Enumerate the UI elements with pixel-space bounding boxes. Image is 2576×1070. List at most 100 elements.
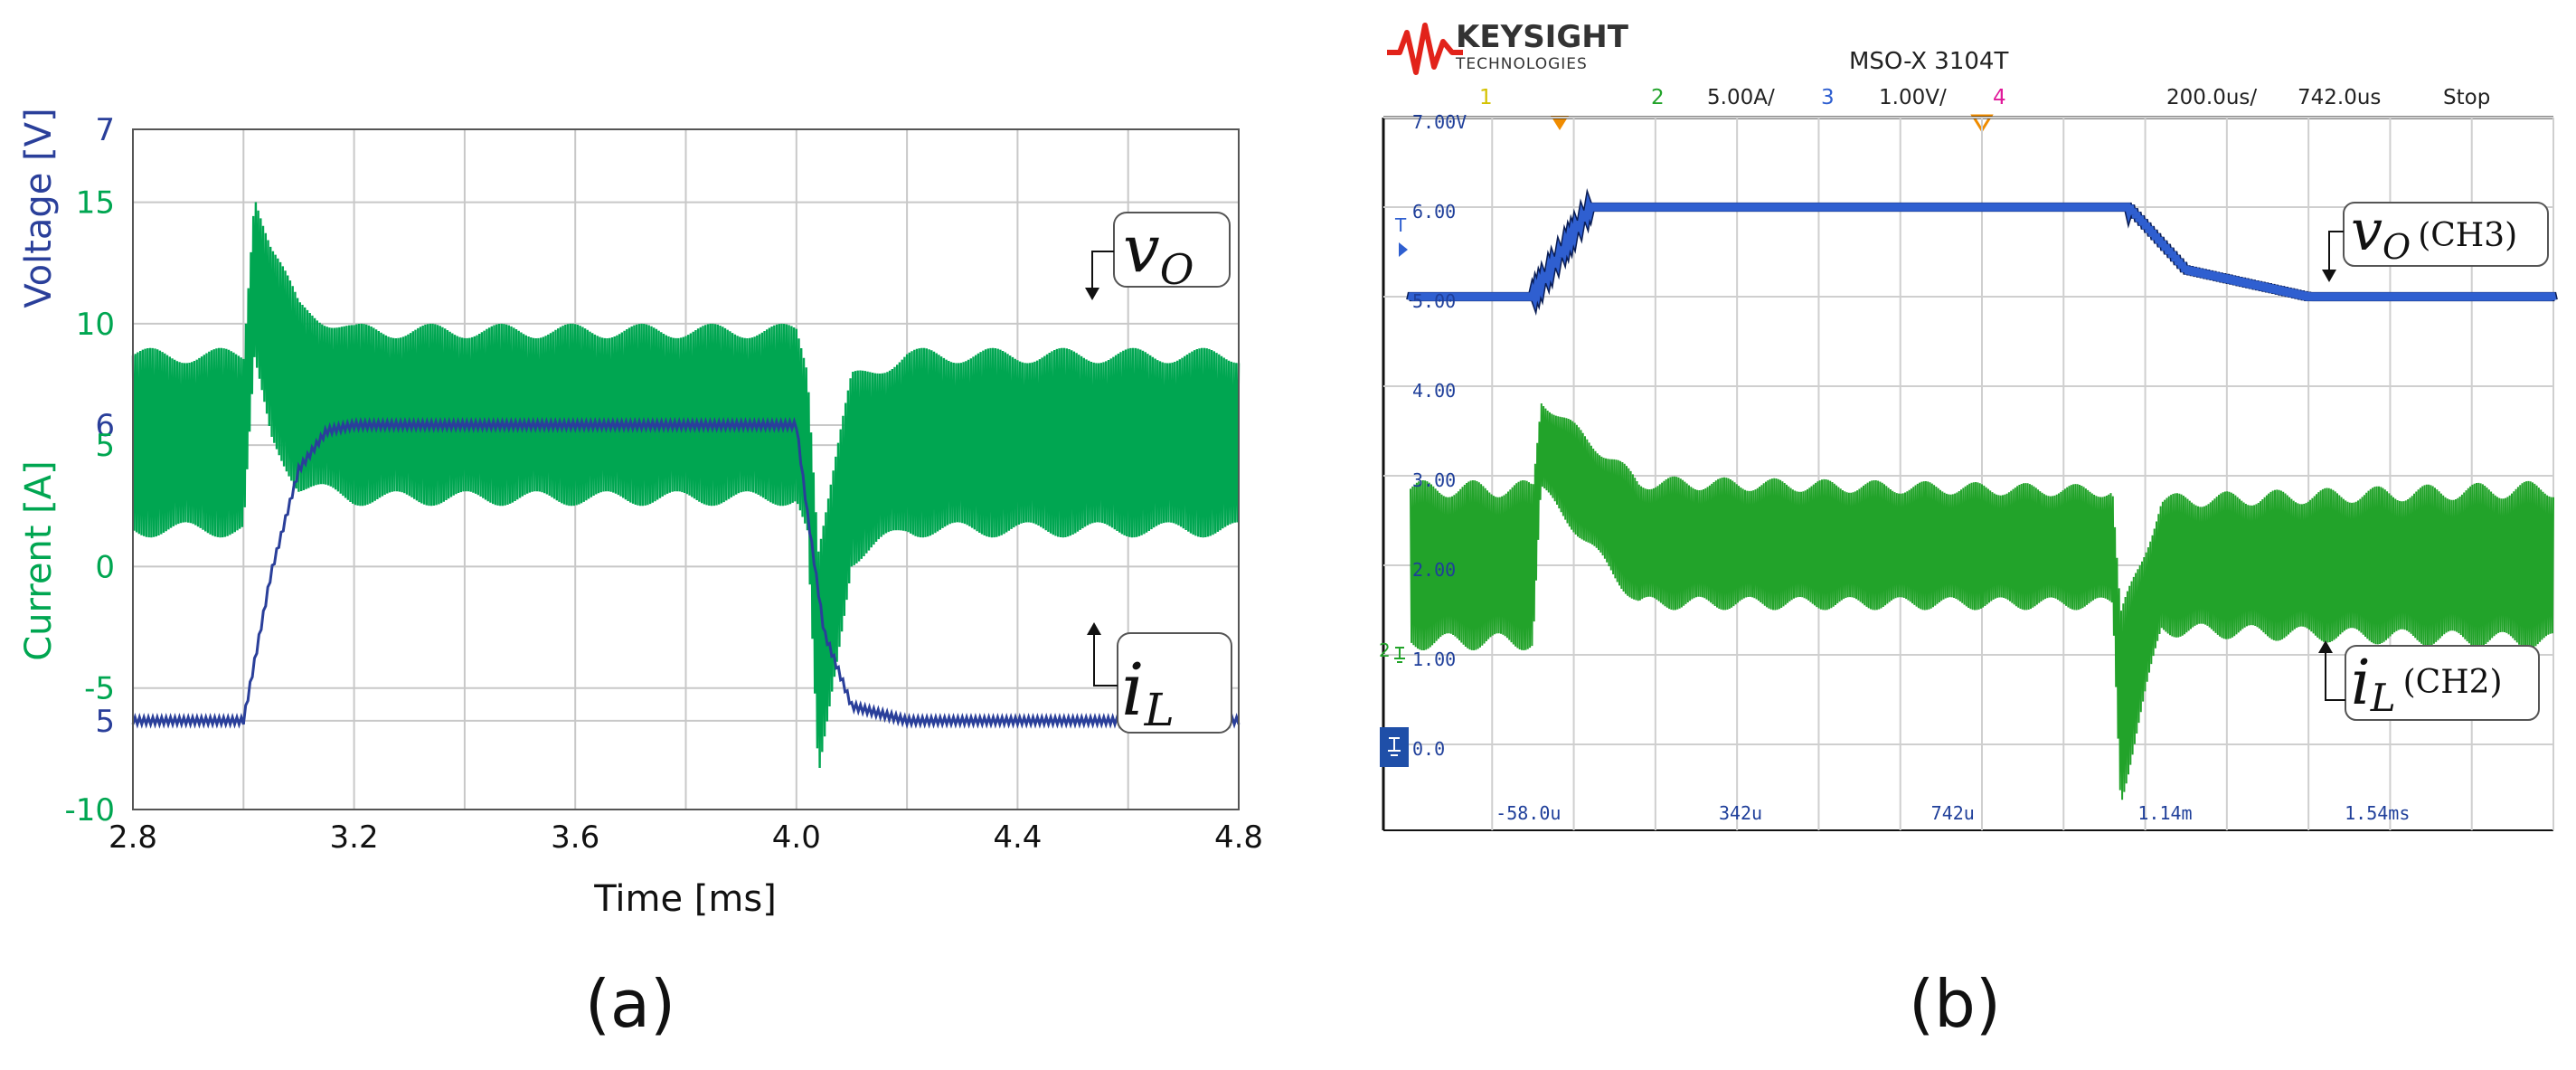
- panel-b-il-arrowhead: [2318, 640, 2333, 653]
- panel-a-vo-subscript: O: [1160, 245, 1194, 294]
- panel-b-vo-label-box: [2343, 202, 2549, 267]
- panel-b-caption: (b): [1909, 966, 2001, 1042]
- panel-a-x-tick-label: 3.2: [330, 819, 379, 856]
- panel-b-il-label-box: [2345, 645, 2540, 721]
- panel-b-y-grid-label: 6.00: [1412, 201, 1456, 223]
- panel-b-traces: [1406, 187, 2558, 800]
- delay-reference-marker-icon: [1970, 114, 1994, 133]
- panel-b-il-letter: i: [2351, 648, 2371, 719]
- panel-b-il-leader: [2325, 651, 2345, 701]
- panel-a-il-trace: [131, 202, 1241, 769]
- ch3-indicator: 3: [1821, 86, 1835, 109]
- panel-a-il-subscript: L: [1144, 684, 1175, 736]
- panel-b-y-grid-label: 1.00: [1412, 649, 1456, 670]
- panel-a-vo-arrowhead: [1085, 288, 1099, 300]
- panel-b-y-grid-label: 5.00: [1412, 290, 1456, 312]
- panel-a-traces: [131, 202, 1241, 769]
- panel-a-current-tick-label: 5: [95, 428, 115, 464]
- panel-a-current-tick-label: 15: [76, 185, 115, 222]
- panel-b-vo-leader: [2328, 231, 2344, 275]
- panel-a-current-tick-label: 10: [76, 307, 115, 343]
- panel-b-y-grid-label: 3.00: [1412, 469, 1456, 491]
- panel-a-il-annotation: iL: [1087, 622, 1232, 736]
- panel-b-x-grid-label: 1.54ms: [2345, 802, 2410, 824]
- panel-b-x-grid-label: -58.0u: [1496, 802, 1561, 824]
- panel-a-il-symbol: iL: [1121, 648, 1175, 736]
- panel-b-vo-symbol: vO (CH3): [2351, 197, 2517, 267]
- keysight-logo: KEYSIGHT TECHNOLOGIES: [1387, 19, 1629, 75]
- panel-b-x-grid-label: 742u: [1931, 802, 1975, 824]
- scope-model: MSO-X 3104T: [1849, 48, 2008, 75]
- panel-b-y-grid-label: 0.0: [1412, 738, 1445, 760]
- panel-b-il-annotation: iL (CH2): [2318, 640, 2540, 721]
- panel-a-voltage-tick-label: 5: [95, 704, 115, 740]
- brand-name: KEYSIGHT: [1456, 19, 1629, 55]
- panel-a-vo-letter: v: [1123, 211, 1160, 287]
- brand-subtitle: TECHNOLOGIES: [1455, 55, 1588, 73]
- panel-b-vo-channel: (CH3): [2418, 217, 2517, 254]
- panel-a-vo-label-box: [1113, 212, 1231, 288]
- panel-a-x-tick-label: 4.4: [993, 819, 1042, 856]
- panel-a-current-tick-label: -5: [84, 671, 115, 707]
- scope-status-bar: 1 2 5.00A/ 3 1.00V/ 4 200.0us/ 742.0us S…: [1479, 86, 2490, 133]
- panel-b-grid: [1383, 117, 2554, 830]
- panel-b-vo-subscript: O: [2383, 227, 2411, 267]
- panel-a-voltage-tick-label: 6: [95, 408, 115, 444]
- panel-b-vo-letter: v: [2351, 197, 2383, 263]
- ch2-scale: 5.00A/: [1707, 86, 1775, 109]
- panel-a-x-ticks: 2.8 3.2 3.6 4.0 4.4 4.8: [109, 819, 1263, 856]
- keysight-wave-icon: [1387, 23, 1463, 75]
- ch2-ground-label: 2: [1379, 639, 1391, 661]
- ch3-scale: 1.00V/: [1879, 86, 1947, 109]
- panel-a-il-arrowhead: [1087, 622, 1101, 635]
- panel-a-x-tick-label: 4.8: [1214, 819, 1263, 856]
- panel-b-x-grid-label: 342u: [1719, 802, 1762, 824]
- panel-b-vo-arrowhead: [2322, 270, 2336, 282]
- panel-a-vo-annotation: vO: [1085, 211, 1231, 300]
- trigger-position-marker-icon: [1551, 116, 1569, 130]
- panel-b-grid-x-labels: -58.0u 342u 742u 1.14m 1.54ms: [1496, 802, 2410, 824]
- panel-b-y-grid-label: 7.00V: [1412, 111, 1467, 133]
- panel-b-il-channel: (CH2): [2403, 664, 2503, 701]
- panel-a-il-label-box: [1117, 632, 1232, 734]
- panel-a-vo-leader: [1091, 251, 1114, 291]
- panel-b: KEYSIGHT TECHNOLOGIES MSO-X 3104T 1 2 5.…: [1379, 19, 2558, 1042]
- panel-a-voltage-ticks: 567: [95, 112, 115, 740]
- panel-a-vo-symbol: vO: [1123, 211, 1194, 294]
- panel-b-vo-annotation: vO (CH3): [2322, 197, 2549, 282]
- panel-a-il-leader: [1093, 633, 1118, 687]
- ch3-ground-icon: [1388, 737, 1401, 756]
- panel-a-vo-trace: [131, 416, 1241, 730]
- trigger-level-label: T: [1394, 214, 1407, 236]
- run-state: Stop: [2443, 86, 2490, 109]
- delay-setting: 742.0us: [2298, 86, 2381, 109]
- panel-b-y-grid-label: 4.00: [1412, 380, 1456, 402]
- panel-a-voltage-tick-label: 7: [95, 112, 115, 148]
- panel-a-voltage-axis-label: Voltage [V]: [18, 108, 60, 308]
- panel-a-il-letter: i: [1121, 648, 1145, 732]
- panel-b-il-trace: [1410, 402, 2554, 800]
- panel-a-x-tick-label: 3.6: [551, 819, 599, 856]
- ch1-indicator: 1: [1479, 86, 1493, 109]
- panel-a-plot-frame: [132, 128, 1240, 810]
- panel-b-il-subscript: L: [2370, 676, 2396, 720]
- panel-b-y-grid-label: 2.00: [1412, 559, 1456, 581]
- ch2-ground-icon: [1394, 647, 1405, 663]
- panel-a-x-tick-label: 2.8: [109, 819, 157, 856]
- panel-b-grid-y-labels: 7.00V 6.00 5.00 4.00 3.00 2.00 1.00 0.0: [1412, 111, 1467, 760]
- panel-a-caption: (a): [585, 966, 675, 1042]
- panel-a-x-tick-label: 4.0: [772, 819, 821, 856]
- trigger-level-marker-icon: [1399, 242, 1408, 257]
- panel-a-time-axis-label: Time [ms]: [593, 878, 777, 920]
- ch4-indicator: 4: [1993, 86, 2006, 109]
- panel-a-current-tick-label: -10: [64, 792, 115, 829]
- panel-a-current-axis-label: Current [A]: [18, 460, 60, 661]
- panel-b-vo-trace: [1407, 193, 2557, 311]
- panel-b-il-symbol: iL (CH2): [2351, 648, 2503, 720]
- timebase-setting: 200.0us/: [2166, 86, 2257, 109]
- panel-a-current-ticks: -10 -5 0 5 10 15: [64, 185, 115, 829]
- panel-b-x-grid-label: 1.14m: [2137, 802, 2192, 824]
- panel-a-current-tick-label: 0: [95, 549, 115, 585]
